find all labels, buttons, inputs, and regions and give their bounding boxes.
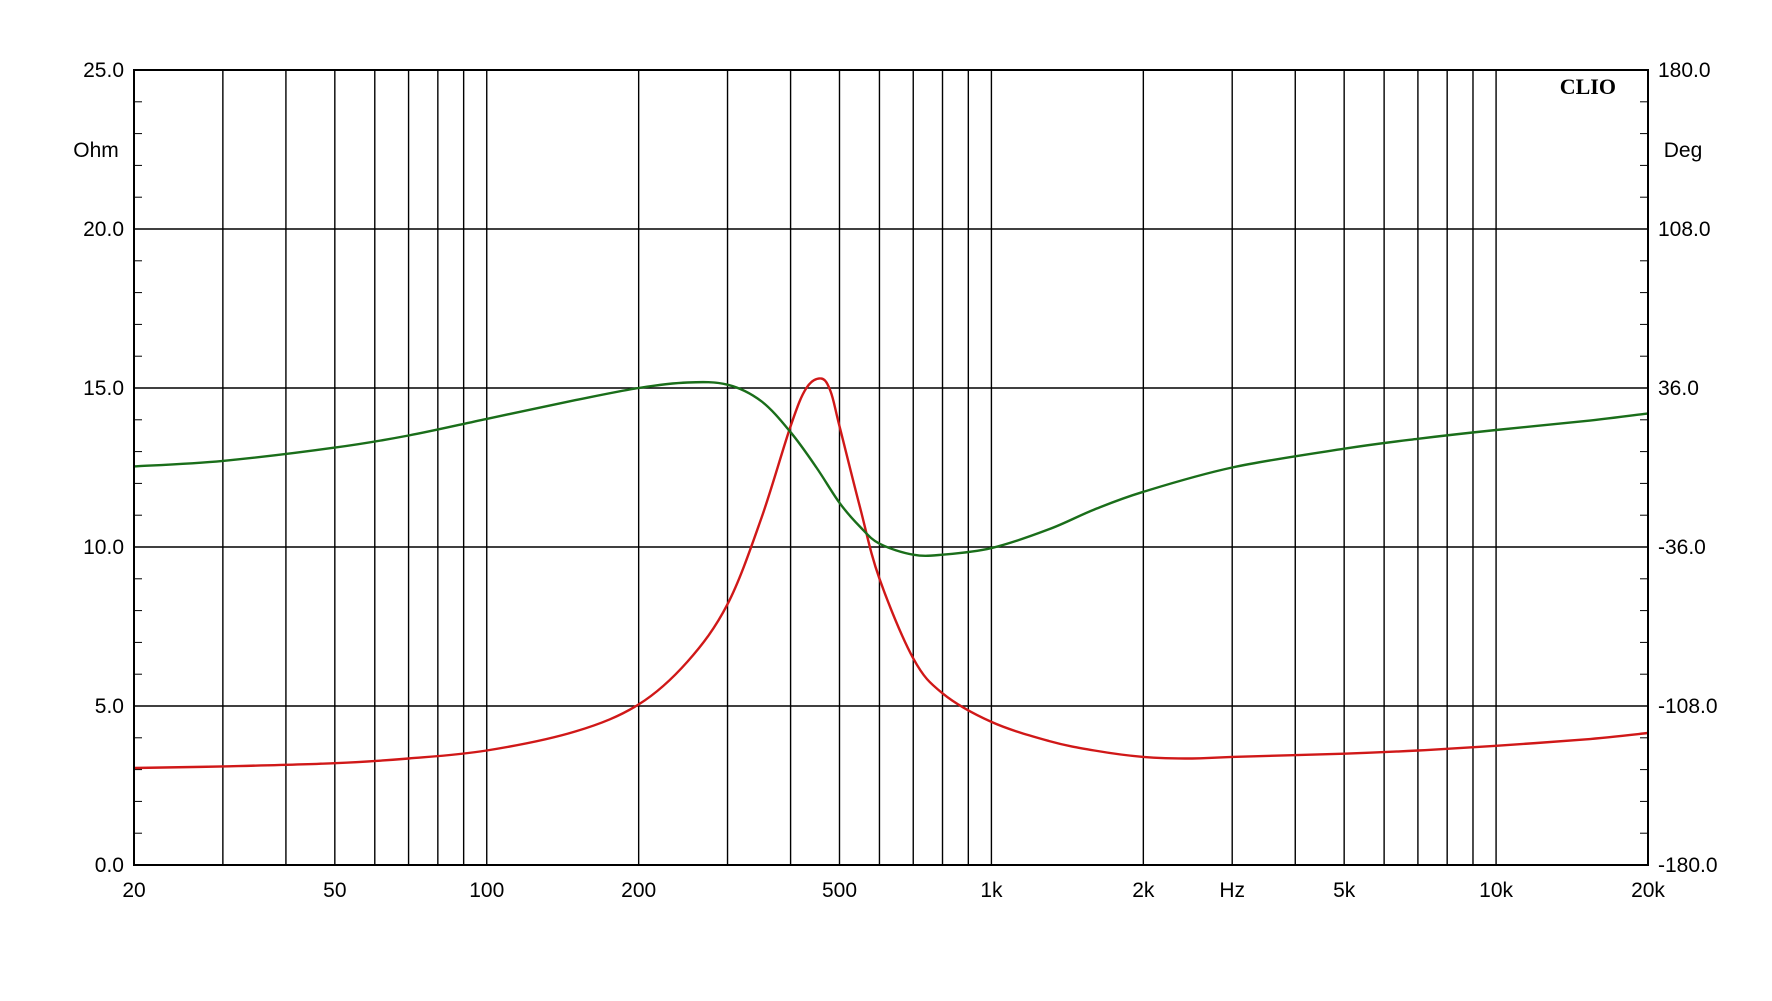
y-right-tick-label: 180.0	[1658, 59, 1711, 82]
plot-frame	[133, 69, 1649, 866]
y-left-tick-label: 0.0	[95, 854, 124, 877]
y-right-tick-label: 108.0	[1658, 218, 1711, 241]
y-left-tick-label: 20.0	[83, 218, 124, 241]
x-tick-label: 20	[122, 879, 145, 902]
y-right-label: Deg	[1664, 139, 1703, 162]
y-left-tick-label: 10.0	[83, 536, 124, 559]
tick-labels: 20 50 100 200 500 1k 2k 5k 10k 20k 0.0 5.0 10.0 15.0 2…	[83, 59, 1717, 902]
x-unit-label: Hz	[1219, 879, 1245, 902]
y-right-tick-label: -36.0	[1658, 536, 1706, 559]
y-left-tick-label: 5.0	[95, 695, 124, 718]
x-tick-label: 20k	[1631, 879, 1665, 902]
grid	[133, 69, 1649, 866]
y-right-tick-label: 36.0	[1658, 377, 1699, 400]
x-tick-label: 100	[469, 879, 504, 902]
x-tick-label: 1k	[980, 879, 1003, 902]
x-tick-label: 50	[323, 879, 346, 902]
y-left-tick-label: 25.0	[83, 59, 124, 82]
impedance-curve	[133, 377, 1649, 770]
x-tick-label: 500	[822, 879, 857, 902]
x-tick-label: 200	[621, 879, 656, 902]
y-left-label: Ohm	[73, 139, 119, 162]
y-right-tick-label: -108.0	[1658, 695, 1718, 718]
brand-logo: CLIO	[1560, 74, 1616, 99]
y-left-tick-label: 15.0	[83, 377, 124, 400]
phase-curve	[133, 380, 1649, 558]
x-tick-label: 2k	[1132, 879, 1155, 902]
series	[133, 377, 1649, 770]
x-tick-label: 10k	[1479, 879, 1513, 902]
y-right-tick-label: -180.0	[1658, 854, 1718, 877]
x-tick-label: 5k	[1333, 879, 1356, 902]
